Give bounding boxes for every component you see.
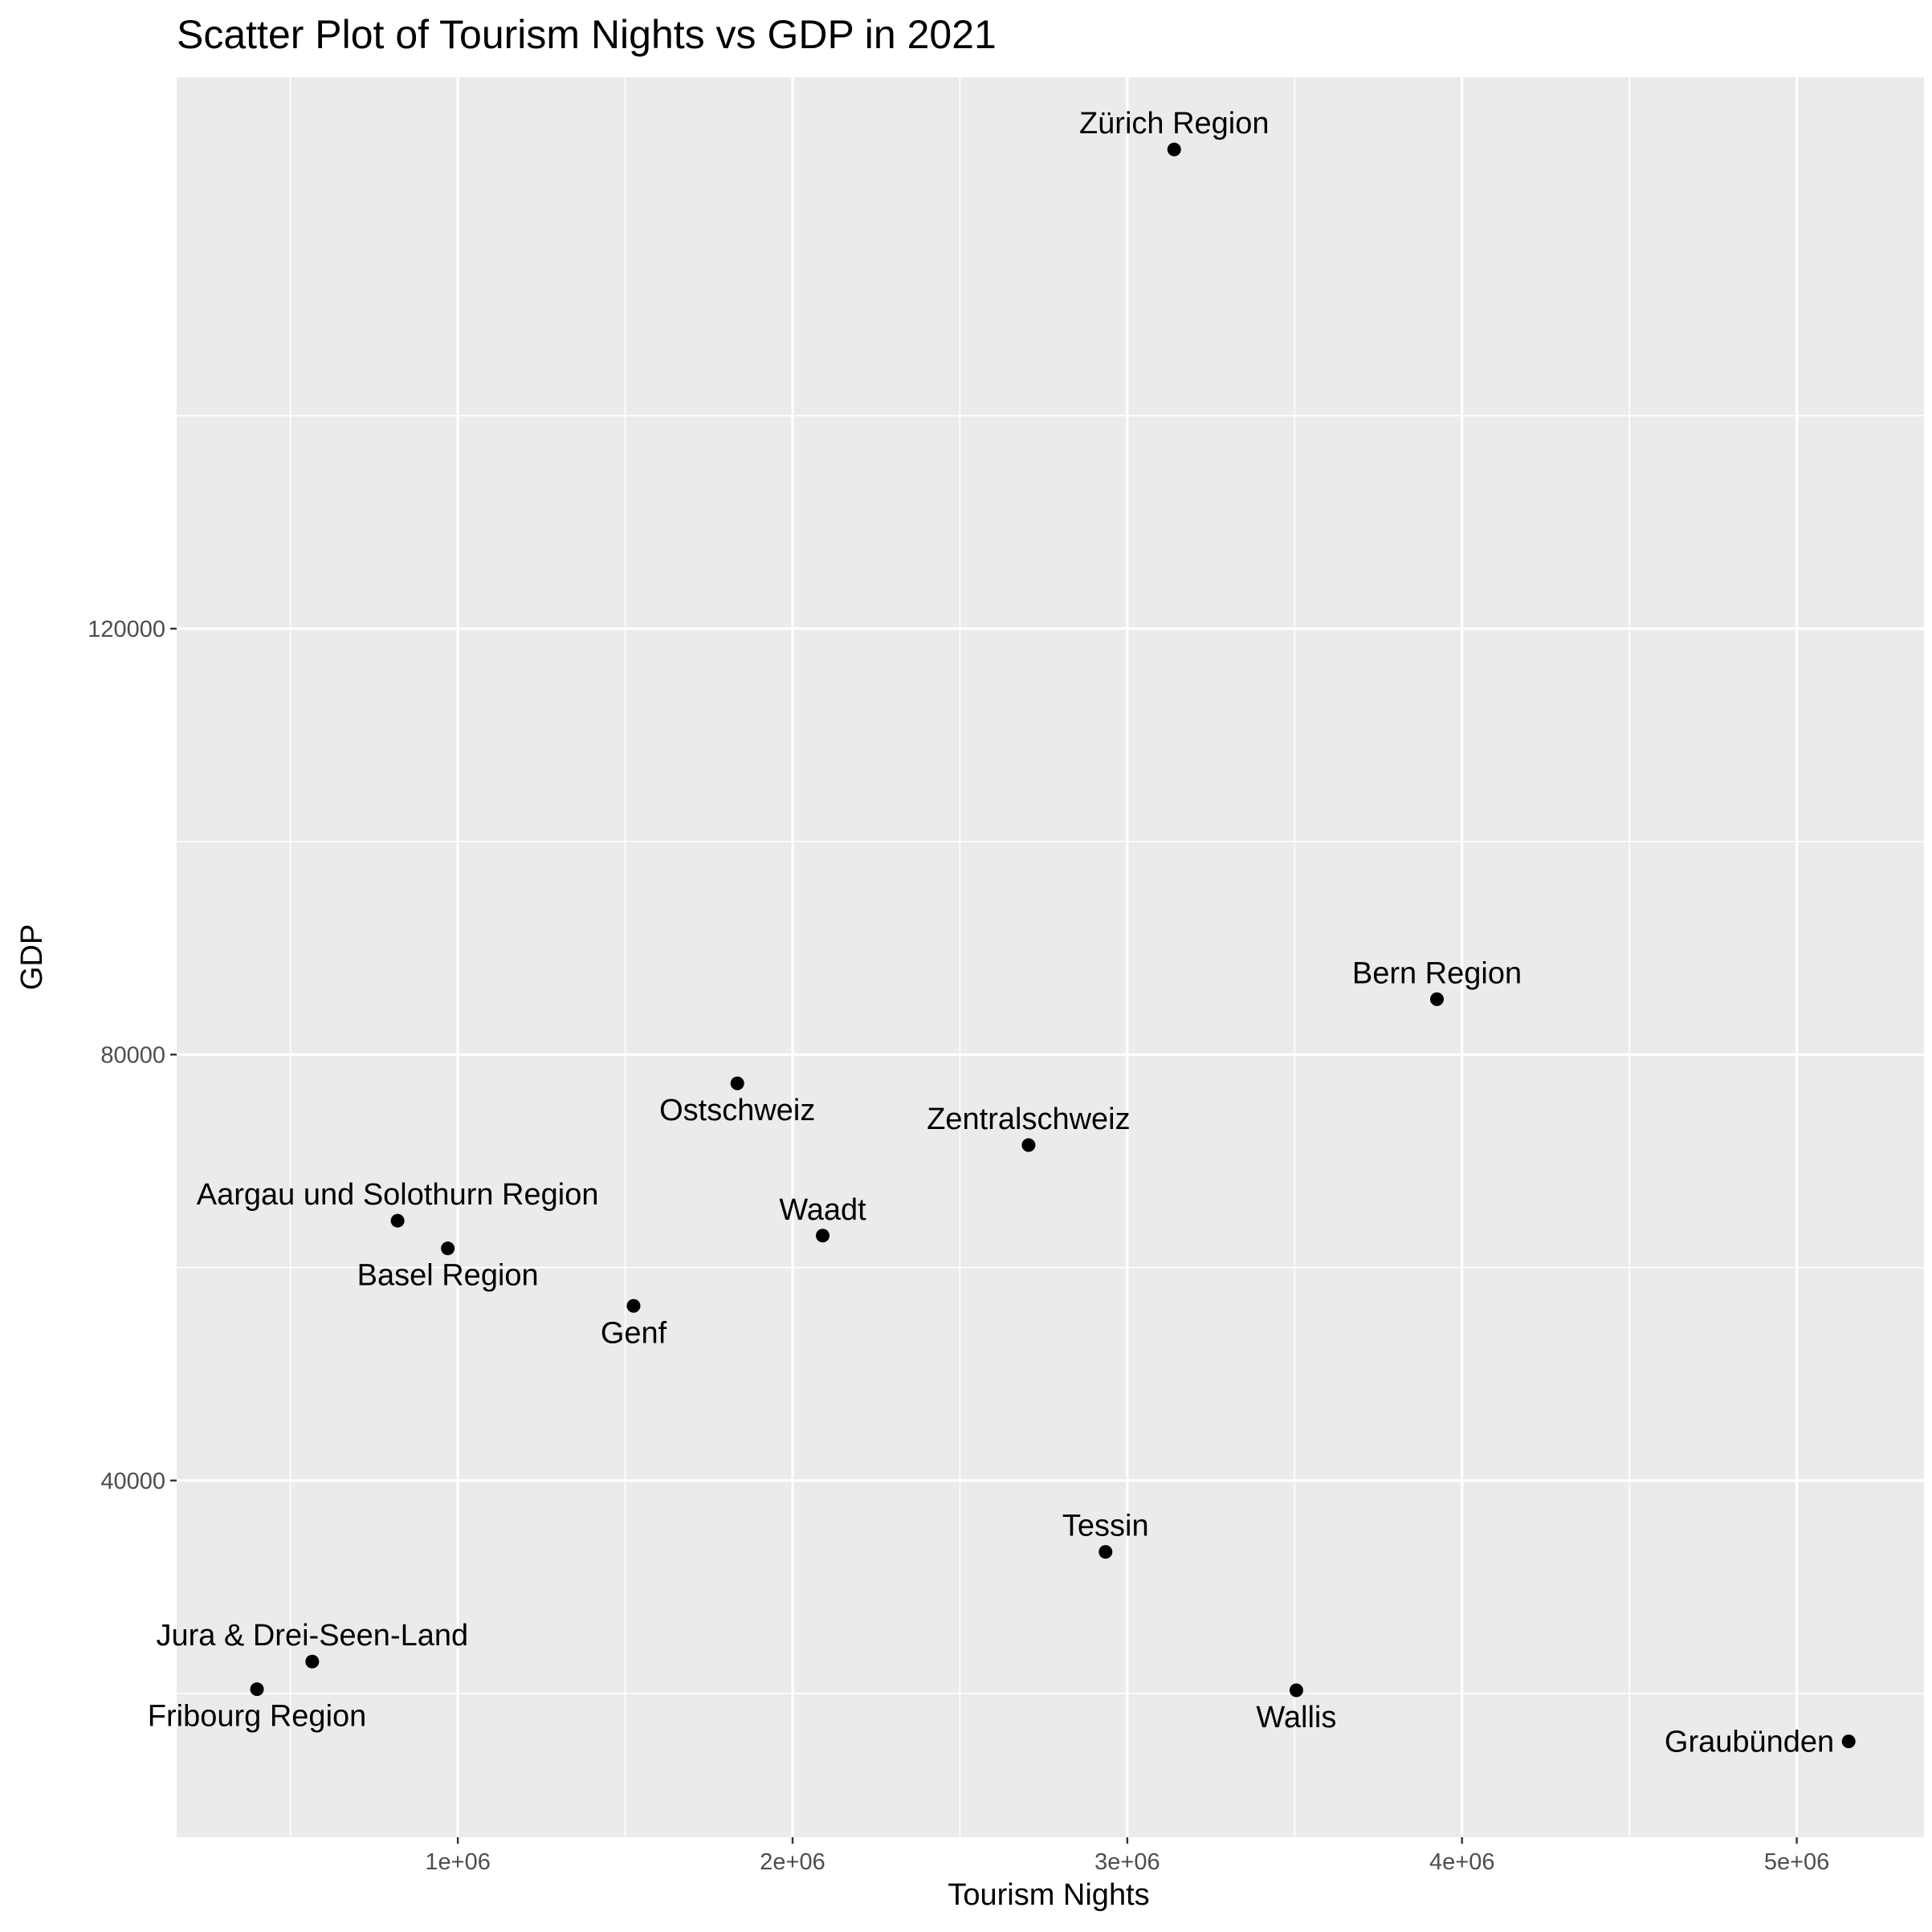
data-points bbox=[250, 142, 1856, 1749]
point-labels: Zürich Region Bern Region Ostschweiz Zentra… bbox=[148, 107, 1834, 1759]
y-axis-title: GDP bbox=[15, 924, 49, 990]
x-tick-label: 3e+06 bbox=[1094, 1849, 1160, 1875]
data-point bbox=[250, 1682, 264, 1697]
x-axis-title: Tourism Nights bbox=[948, 1878, 1149, 1912]
point-label: Fribourg Region bbox=[148, 1700, 366, 1734]
data-point bbox=[441, 1241, 455, 1256]
data-point bbox=[730, 1076, 744, 1090]
data-point bbox=[1841, 1734, 1856, 1749]
major-gridlines bbox=[177, 77, 1924, 1837]
y-tick-label: 120000 bbox=[88, 617, 165, 642]
point-label: Ostschweiz bbox=[659, 1094, 815, 1127]
chart-title: Scatter Plot of Tourism Nights vs GDP in… bbox=[177, 12, 997, 57]
point-label: Graubünden bbox=[1665, 1726, 1834, 1759]
data-point bbox=[390, 1213, 405, 1228]
point-label: Aargau und Solothurn Region bbox=[197, 1178, 599, 1212]
point-label: Basel Region bbox=[357, 1259, 539, 1293]
x-tick-label: 4e+06 bbox=[1429, 1849, 1494, 1875]
data-point bbox=[1289, 1683, 1303, 1698]
data-point bbox=[305, 1654, 320, 1669]
point-label: Zürich Region bbox=[1079, 107, 1270, 141]
point-label: Jura & Drei-Seen-Land bbox=[156, 1619, 468, 1653]
x-tick-label: 1e+06 bbox=[425, 1849, 490, 1875]
x-axis: 1e+06 2e+06 3e+06 4e+06 5e+06 bbox=[425, 1837, 1829, 1875]
x-tick-label: 5e+06 bbox=[1764, 1849, 1829, 1875]
y-tick-label: 40000 bbox=[100, 1469, 165, 1494]
y-tick-label: 80000 bbox=[100, 1042, 165, 1068]
point-label: Tessin bbox=[1062, 1510, 1149, 1543]
point-label: Bern Region bbox=[1352, 956, 1522, 990]
point-label: Waadt bbox=[779, 1193, 866, 1227]
point-label: Wallis bbox=[1256, 1701, 1336, 1734]
data-point bbox=[1098, 1545, 1113, 1559]
plot-panel bbox=[177, 77, 1924, 1837]
data-point bbox=[1429, 992, 1444, 1006]
data-point bbox=[816, 1229, 830, 1243]
data-point bbox=[1167, 142, 1181, 157]
x-tick-label: 2e+06 bbox=[760, 1849, 825, 1875]
data-point bbox=[626, 1298, 641, 1313]
point-label: Zentralschweiz bbox=[927, 1103, 1130, 1136]
data-point bbox=[1021, 1138, 1036, 1152]
y-axis: 40000 80000 120000 bbox=[88, 617, 177, 1494]
point-label: Genf bbox=[601, 1316, 667, 1350]
minor-gridlines bbox=[177, 77, 1924, 1837]
